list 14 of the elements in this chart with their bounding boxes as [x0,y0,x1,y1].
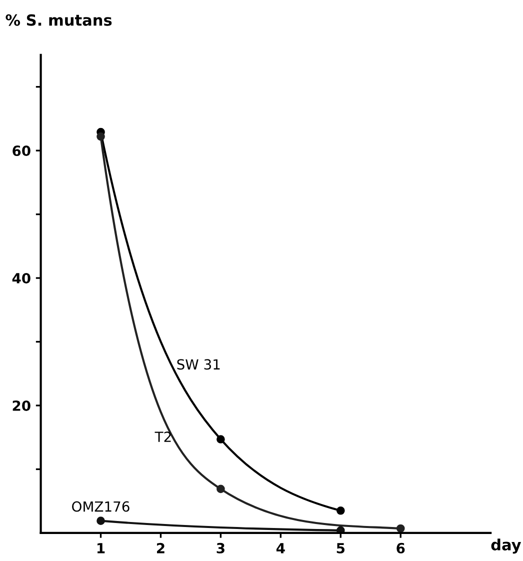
x-tick-label: 2 [157,542,164,554]
x-tick-label: 4 [276,543,285,554]
y-axis-title: % S. mutans [6,14,112,26]
y-tick-label: 60 [12,146,30,156]
y-tick-label: 40 [12,273,30,284]
y-tick-label: 20 [12,400,30,411]
series-label: OMZ176 [72,501,130,512]
series-label: T2 [154,432,171,442]
x-axis-title: day [491,538,522,554]
x-tick-label: 5 [336,543,345,554]
x-tick-label: 6 [396,542,405,554]
x-tick-label: 3 [216,542,224,554]
series-label: SW 31 [177,359,220,370]
x-tick-label: 1 [98,543,105,554]
